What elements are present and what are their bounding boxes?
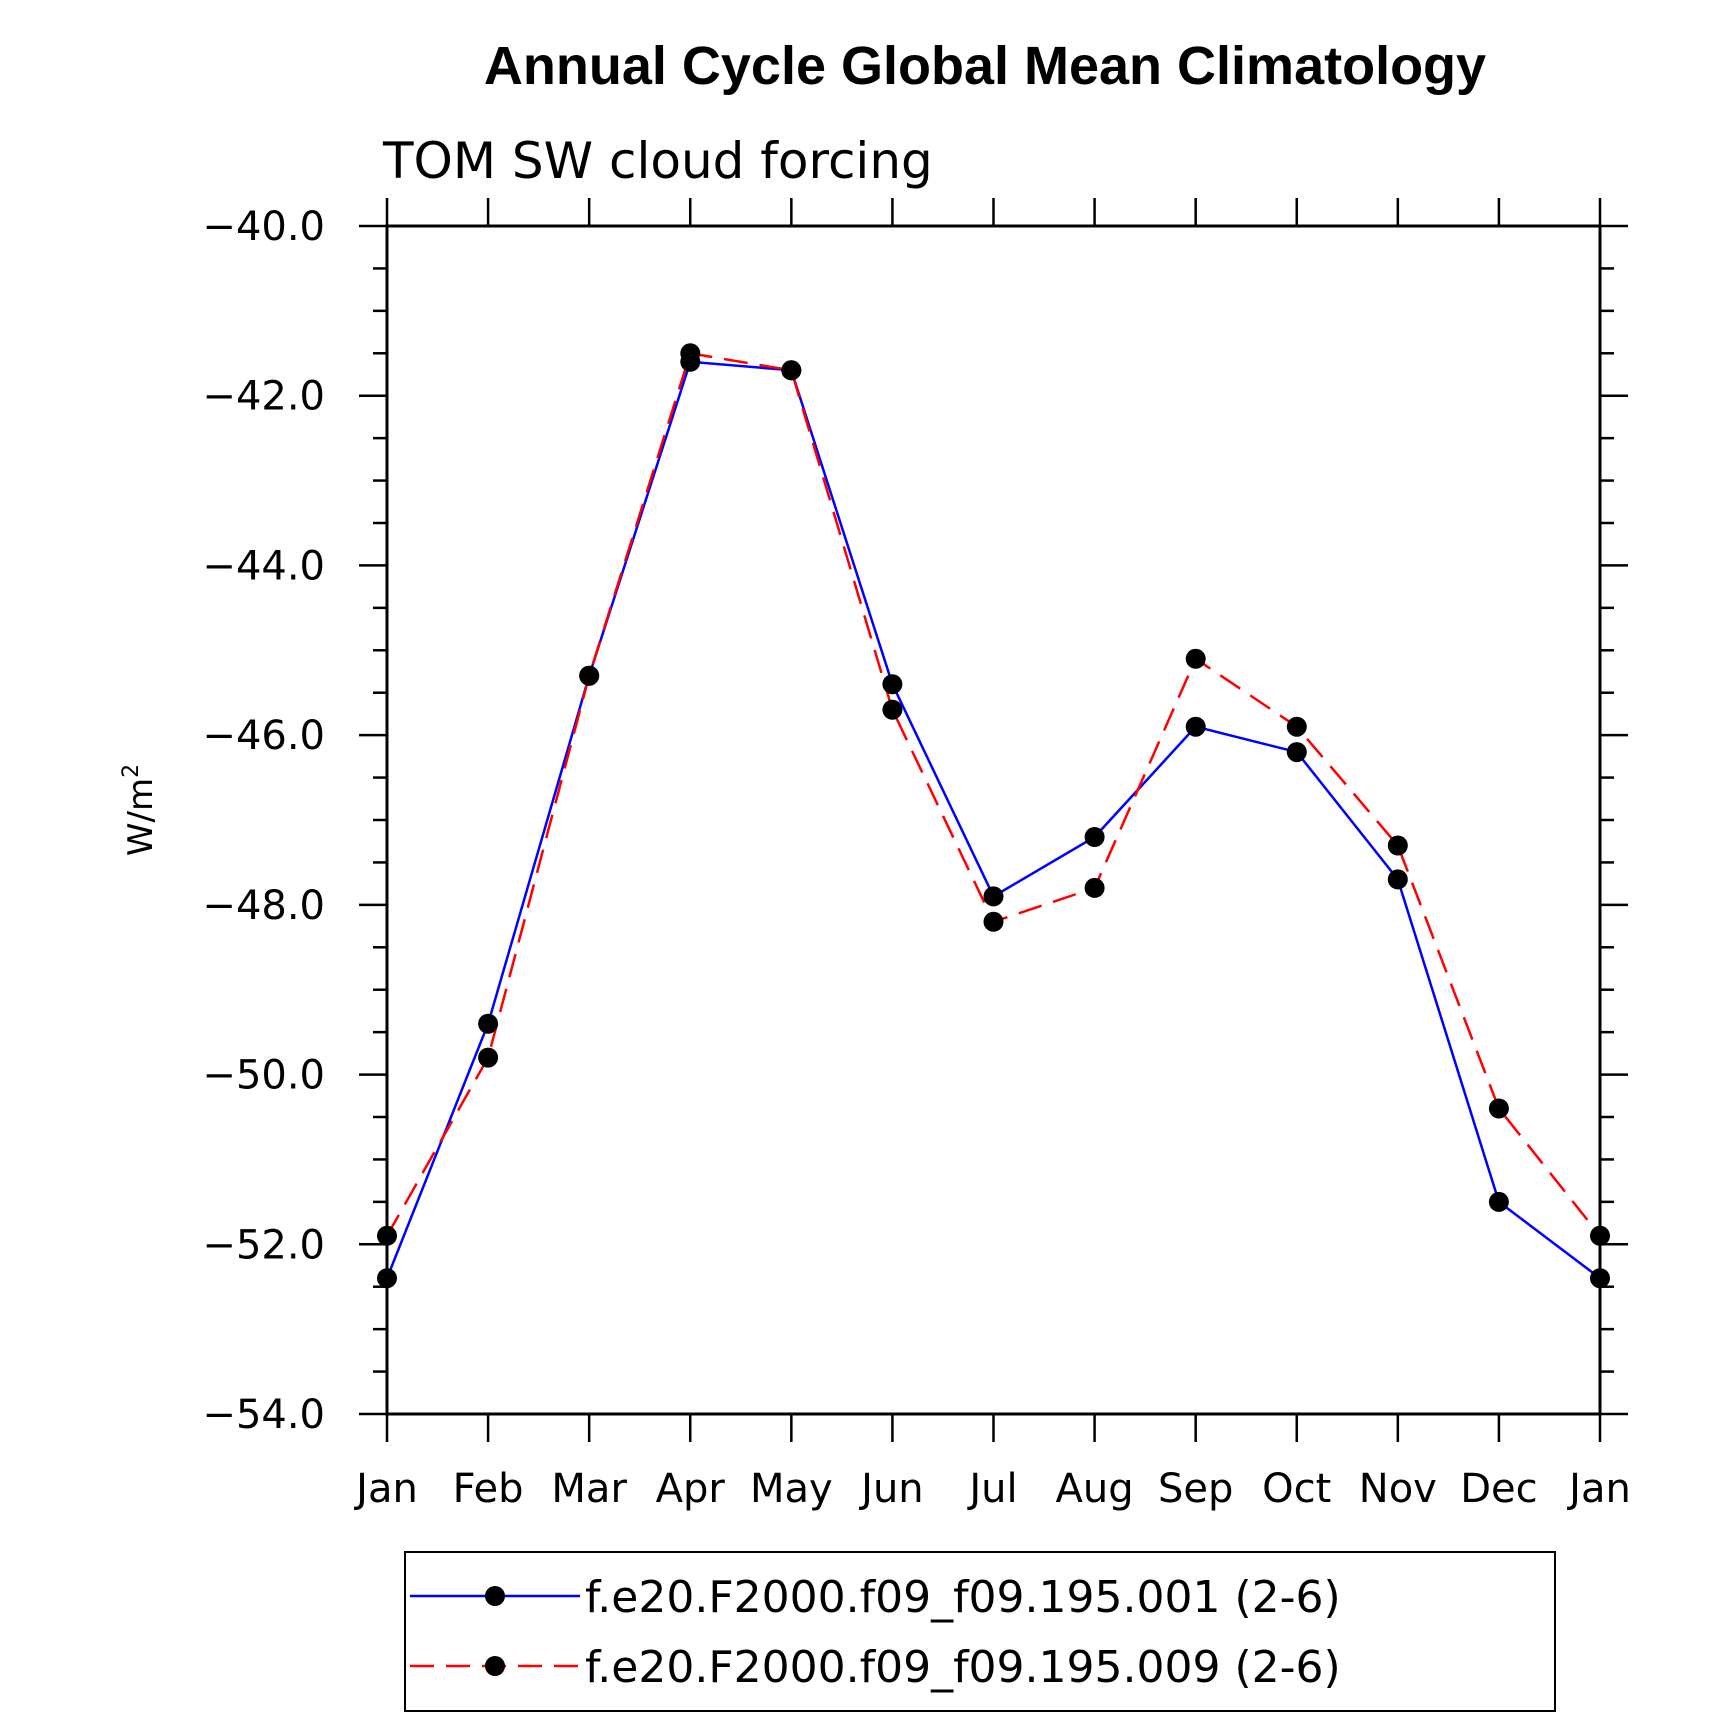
legend: f.e20.F2000.f09_f09.195.001 (2-6) f.e20.… (404, 1551, 1556, 1712)
y-tick-label: −42.0 (202, 374, 325, 420)
series-2-point (377, 1225, 397, 1246)
chart-title: Annual Cycle Global Mean Climatology (484, 36, 1486, 96)
x-tick-label: Jan (353, 1466, 418, 1512)
series-2-point (1185, 648, 1206, 669)
chart-subtitle: TOM SW cloud forcing (382, 132, 933, 190)
series-1-line (385, 360, 1601, 1280)
y-tick-label: −50.0 (202, 1053, 325, 1099)
y-tick-label: −40.0 (202, 204, 325, 250)
x-tick-label: Jan (1566, 1466, 1631, 1512)
series-2-point (1387, 835, 1408, 856)
series-2-point (1488, 1098, 1509, 1119)
legend-marker-series-1 (485, 1586, 505, 1606)
y-tick-label: −48.0 (202, 883, 325, 929)
x-tick-label: Jun (858, 1466, 924, 1512)
x-tick-label: Oct (1262, 1466, 1331, 1512)
legend-marker-series-2 (485, 1656, 505, 1676)
series-2-point (478, 1047, 499, 1068)
series-1-point (1387, 869, 1408, 890)
series-1-point (1185, 716, 1206, 737)
series-2-point (882, 699, 903, 720)
series-1-point (1286, 742, 1307, 763)
y-tick-label: −44.0 (202, 543, 325, 589)
x-tick-label: Jul (966, 1466, 1017, 1512)
x-tick-label: Dec (1460, 1466, 1537, 1512)
y-tick-label: −46.0 (202, 713, 325, 759)
series-1-point (377, 1268, 397, 1289)
series-2-point (1590, 1225, 1610, 1246)
legend-label-series-2: f.e20.F2000.f09_f09.195.009 (2-6) (585, 1642, 1341, 1693)
y-tick-label: −54.0 (202, 1392, 325, 1438)
x-tick-label: Mar (551, 1466, 627, 1512)
y-axis-label-text: W/m (121, 778, 161, 856)
series-2-line (385, 351, 1601, 1237)
legend-box (404, 1551, 1556, 1712)
series-1-point (1590, 1268, 1610, 1289)
plot-frame (385, 224, 1602, 1416)
series-2-point (781, 360, 802, 381)
y-axis-label-superscript: 2 (119, 764, 144, 778)
legend-label-series-1: f.e20.F2000.f09_f09.195.001 (2-6) (585, 1572, 1341, 1623)
x-tick-labels: Jan Feb Mar Apr May Jun Jul Aug Sep Oct Nov Dec Jan (353, 1466, 1631, 1512)
x-tick-label: Aug (1056, 1466, 1134, 1512)
series-1-point (882, 674, 903, 695)
series-points (377, 343, 1610, 1289)
y-tick-label: −52.0 (202, 1222, 325, 1268)
series-2-point (1286, 716, 1307, 737)
svg-text:W/m2: W/m2 (119, 764, 161, 856)
y-tick-labels: −40.0 −42.0 −44.0 −46.0 −48.0 −50.0 −52.0 −54.0 (202, 204, 325, 1438)
series-2-point (1084, 877, 1105, 898)
series-1-point (478, 1013, 499, 1034)
x-tick-label: Nov (1359, 1466, 1437, 1512)
x-tick-label: May (750, 1466, 833, 1512)
series-1-point (1084, 827, 1105, 847)
y-axis-label: W/m2 (119, 764, 161, 856)
x-tick-label: Sep (1158, 1466, 1233, 1512)
series-2-point (680, 343, 701, 364)
series-2-point (983, 911, 1004, 932)
x-tick-label: Apr (656, 1466, 726, 1512)
series-1-point (983, 886, 1004, 907)
series-2-point (579, 665, 600, 686)
x-tick-label: Feb (453, 1466, 524, 1512)
axis-ticks (359, 198, 1628, 1442)
series-1-point (1488, 1191, 1509, 1212)
series-lines (385, 351, 1601, 1280)
